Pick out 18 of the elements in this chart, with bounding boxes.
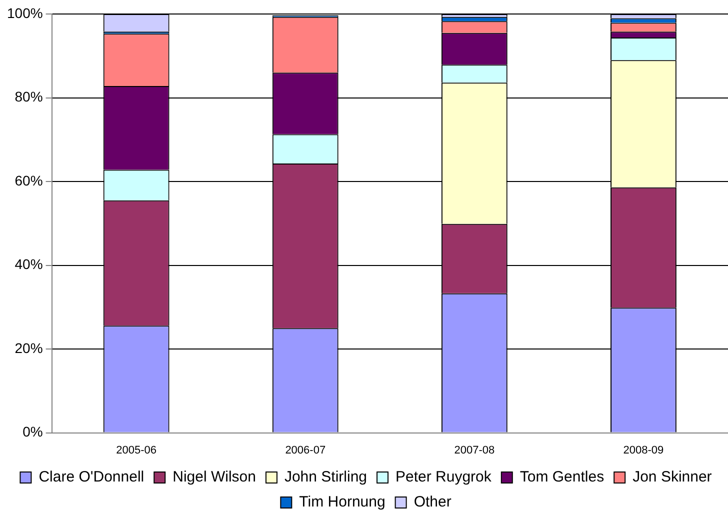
- legend-label: John Stirling: [284, 468, 368, 486]
- legend-label: Jon Skinner: [632, 468, 712, 486]
- x-tick-label: 2005-06: [116, 444, 157, 456]
- legend-label: Clare O'Donnell: [38, 468, 144, 486]
- legend-label: Nigel Wilson: [172, 468, 256, 486]
- legend-label: Peter Ruygrok: [396, 468, 492, 486]
- legend-label: Tom Gentles: [520, 468, 604, 486]
- legend-label: Tim Hornung: [299, 494, 386, 511]
- y-tick-label: 80%: [14, 88, 43, 105]
- x-tick-label: 2006-07: [285, 444, 326, 456]
- y-tick-label: 60%: [14, 172, 43, 188]
- y-tick-label: 0%: [22, 424, 43, 440]
- y-tick-label: 40%: [14, 256, 43, 272]
- legend-label: Other: [414, 494, 452, 511]
- x-tick-label: 2008-09: [623, 444, 664, 456]
- y-tick-label: 20%: [14, 340, 43, 356]
- x-tick-label: 2007-08: [454, 444, 495, 456]
- y-tick-label: 100%: [6, 4, 43, 21]
